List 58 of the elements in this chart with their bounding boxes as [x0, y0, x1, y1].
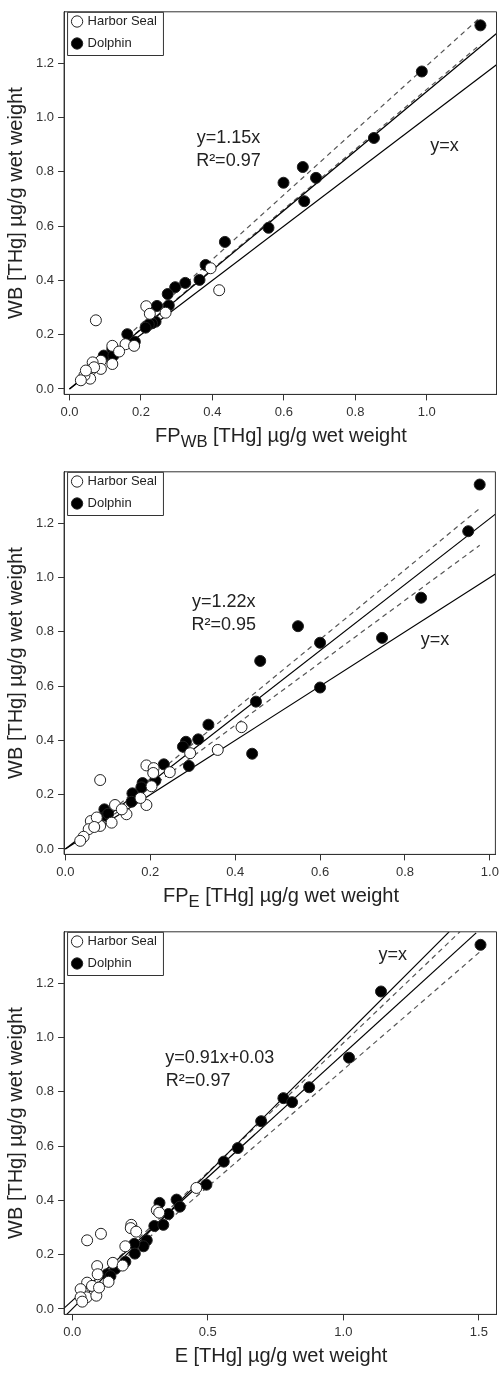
annotation: y=1.22x	[191, 590, 256, 611]
legend-label: Dolphin	[87, 955, 132, 971]
y-tick-label: 0.8	[35, 623, 55, 639]
x-tick-label: 0.0	[56, 863, 75, 879]
x-tick-label: 0.4	[203, 403, 222, 419]
x-tick-label: 0.4	[226, 863, 245, 879]
y-tick-label: 1.2	[35, 974, 55, 990]
x-tick-label: 0.5	[198, 1323, 217, 1339]
y-tick-label: 1.0	[35, 1029, 55, 1045]
annotation: y=0.91x+0.03	[165, 1047, 275, 1068]
y-axis-title: WB [THg] µg/g wet weight	[3, 86, 26, 319]
y-tick-label: 0.6	[35, 1137, 55, 1153]
annotation: R²=0.95	[191, 613, 256, 634]
x-tick-label: 1.0	[334, 1323, 353, 1339]
x-tick-label: 0.0	[63, 1323, 82, 1339]
y-tick-label: 0.8	[35, 1083, 55, 1099]
y-tick-label: 0.0	[35, 1300, 55, 1316]
y-tick-label: 1.2	[35, 514, 55, 530]
y-tick-label: 0.2	[35, 326, 55, 342]
x-tick-label: 1.5	[469, 1323, 488, 1339]
y-tick-label: 0.2	[35, 786, 55, 802]
x-tick-label: 0.6	[274, 403, 293, 419]
y-tick-label: 0.2	[35, 1246, 55, 1262]
annotation: R²=0.97	[165, 1069, 231, 1090]
x-axis-title: FP$_{E}$ [THg] µg/g wet weight	[161, 884, 401, 912]
y-tick-label: 0.0	[35, 380, 55, 396]
y-tick-label: 0.0	[35, 840, 55, 856]
legend-label: Harbor Seal	[87, 473, 158, 489]
annotation: y=x	[420, 629, 450, 650]
y-tick-label: 0.8	[35, 163, 55, 179]
x-tick-label: 0.0	[60, 403, 79, 419]
x-tick-label: 0.8	[395, 863, 415, 879]
legend-label: Dolphin	[87, 495, 132, 511]
y-tick-label: 1.0	[35, 109, 55, 125]
y-tick-label: 0.4	[35, 1192, 55, 1208]
y-tick-label: 0.4	[35, 272, 55, 288]
x-axis-title: FP$_{WB}$ [THg] µg/g wet weight	[154, 424, 408, 452]
x-tick-label: 0.2	[141, 863, 160, 879]
legend-label: Dolphin	[87, 35, 132, 51]
y-tick-label: 1.2	[35, 54, 55, 70]
y-tick-label: 0.6	[35, 217, 55, 233]
annotation: y=1.15x	[196, 127, 261, 148]
y-axis-title: WB [THg] µg/g wet weight	[3, 546, 26, 779]
x-tick-label: 1.0	[480, 863, 499, 879]
x-tick-label: 0.6	[311, 863, 330, 879]
annotation: y=x	[430, 134, 459, 155]
x-axis-title: E [THg] µg/g wet weight	[173, 1344, 389, 1367]
y-tick-label: 0.6	[35, 677, 55, 693]
legend-label: Harbor Seal	[87, 933, 158, 949]
y-tick-label: 1.0	[35, 569, 55, 585]
annotation: R²=0.97	[196, 149, 261, 170]
x-tick-label: 0.8	[346, 403, 365, 419]
annotation: y=x	[378, 943, 407, 964]
x-tick-label: 0.2	[131, 403, 150, 419]
x-tick-label: 1.0	[417, 403, 436, 419]
y-axis-title: WB [THg] µg/g wet weight	[3, 1006, 26, 1239]
y-tick-label: 0.4	[35, 732, 55, 748]
legend-label: Harbor Seal	[87, 13, 158, 29]
